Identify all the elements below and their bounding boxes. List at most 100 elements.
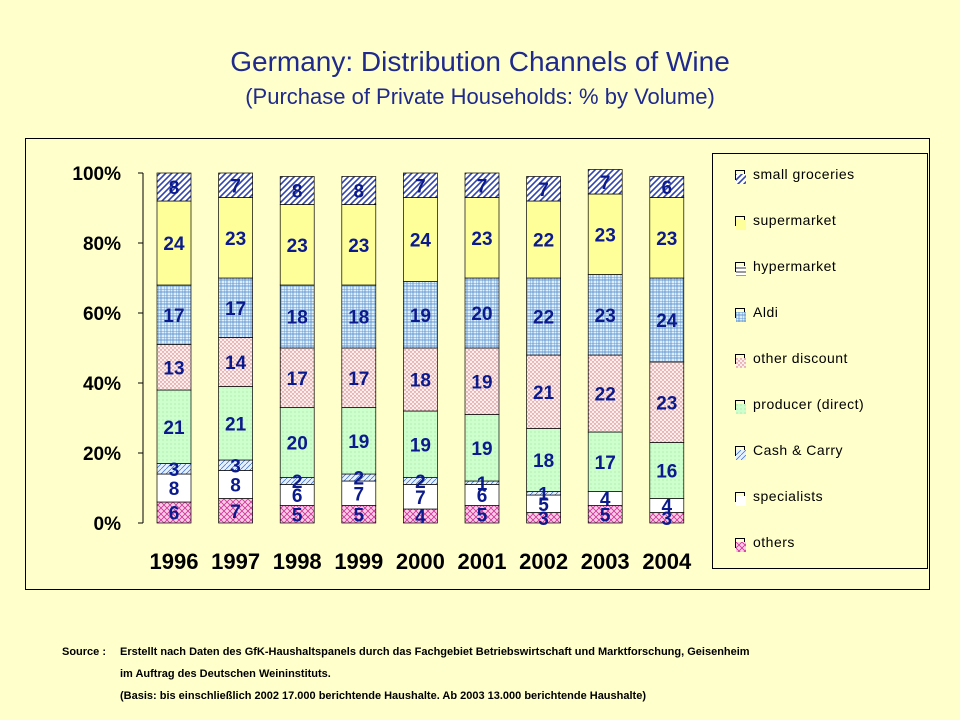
data-label: 8	[169, 178, 180, 199]
bar-segment-producer-direct	[649, 442, 685, 499]
data-label: 22	[595, 385, 616, 406]
bar-segment-aldi	[279, 284, 315, 349]
data-label: 6	[477, 486, 488, 507]
legend-swatch	[735, 308, 746, 322]
legend-item-others: others	[735, 534, 923, 554]
bar-segment-producer-direct	[403, 410, 438, 478]
data-label: 23	[595, 225, 616, 246]
bar-segment-small-groceries	[464, 172, 500, 198]
legend-swatch	[735, 216, 746, 230]
bar-segment-specialists	[156, 473, 192, 503]
data-label: 4	[415, 507, 426, 528]
bar-segment-supermarket	[649, 197, 685, 279]
data-label: 7	[230, 502, 241, 523]
data-label: 2	[354, 469, 365, 490]
bar-segment-specialists	[218, 470, 253, 499]
source-line-2: im Auftrag des Deutschen Weininstituts.	[120, 668, 331, 680]
data-label: 22	[533, 308, 554, 329]
bar-segment-small-groceries	[526, 176, 561, 202]
bar-segment-supermarket	[341, 204, 377, 286]
bar-segment-others	[218, 498, 253, 524]
x-tick-label: 1997	[211, 549, 260, 574]
bar-segment-other-discount	[403, 347, 438, 412]
data-label: 19	[471, 439, 492, 460]
bar-segment-supermarket	[403, 197, 438, 282]
data-label: 23	[471, 229, 492, 250]
data-label: 18	[287, 308, 308, 329]
data-label: 20	[287, 434, 308, 455]
legend-swatch	[735, 446, 746, 460]
data-label: 17	[163, 306, 184, 327]
x-tick-label: 1996	[150, 549, 199, 574]
chart-legend: small groceries	[712, 153, 928, 569]
data-label: 21	[163, 418, 185, 439]
data-label: 13	[163, 358, 184, 379]
data-label: 5	[477, 505, 488, 526]
legend-swatch	[735, 492, 746, 506]
legend-label: others	[753, 534, 795, 550]
bar-segment-other-discount	[156, 344, 192, 391]
data-label: 24	[410, 231, 432, 252]
legend-swatch	[735, 170, 746, 184]
bar-segment-aldi	[403, 281, 438, 349]
legend-item-specialists: specialists	[735, 488, 923, 508]
chart-frame: 0% 20% 40% 60% 80% 100% 1996 1997 1998 1999 2000 20…	[25, 138, 930, 590]
data-label: 21	[225, 414, 247, 435]
bar-segment-small-groceries	[649, 176, 685, 198]
data-label: 5	[600, 505, 611, 526]
bar-segment-other-discount	[341, 347, 377, 408]
bar-segment-other-discount	[218, 337, 253, 387]
bar-segment-producer-direct	[279, 407, 315, 478]
x-tick-label: 2001	[458, 549, 507, 574]
data-label: 23	[348, 236, 369, 257]
data-label: 1	[477, 474, 488, 495]
legend-label: Aldi	[753, 304, 779, 320]
data-label: 19	[348, 432, 369, 453]
source-text: Erstellt nach Daten des GfK-Haushaltspan…	[120, 641, 940, 707]
legend-item-hypermarket: hypermarket	[735, 258, 923, 278]
data-label: 23	[656, 229, 677, 250]
data-label: 5	[292, 505, 303, 526]
bar-segment-supermarket	[156, 200, 192, 286]
data-label: 5	[538, 495, 549, 516]
data-label: 17	[287, 369, 308, 390]
data-label: 17	[595, 453, 616, 474]
data-label: 23	[287, 236, 308, 257]
data-label: 3	[662, 509, 673, 530]
data-label: 5	[354, 505, 365, 526]
data-label: 8	[292, 182, 303, 203]
data-label: 23	[595, 306, 616, 327]
bar-segment-aldi	[587, 274, 623, 356]
x-tick-label: 2003	[581, 549, 630, 574]
y-tick-label: 0%	[94, 514, 122, 535]
bar-segment-small-groceries	[341, 176, 377, 205]
data-label: 3	[230, 456, 241, 477]
source-line-3: (Basis: bis einschließlich 2002 17.000 b…	[120, 690, 646, 702]
legend-label: specialists	[753, 488, 824, 504]
bar-segment-aldi	[464, 277, 500, 349]
legend-item-supermarket: supermarket	[735, 212, 923, 232]
bar-segment-producer-direct	[526, 428, 561, 492]
bar-segment-producer-direct	[464, 414, 500, 482]
source-label: Source :	[62, 646, 107, 658]
bar-segment-producer-direct	[218, 386, 253, 461]
data-label: 7	[415, 488, 426, 509]
chart-subtitle: (Purchase of Private Households: % by Vo…	[245, 84, 715, 109]
legend-label: other discount	[753, 350, 848, 366]
data-label: 17	[225, 299, 246, 320]
data-label: 8	[354, 182, 365, 203]
bar-segment-specialists	[403, 484, 438, 510]
legend-swatch	[735, 354, 746, 368]
legend-label: producer (direct)	[753, 396, 865, 412]
legend-item-producer-direct: producer (direct)	[735, 396, 923, 416]
bar-segment-supermarket	[464, 197, 500, 279]
stacked-bar-chart: 0% 20% 40% 60% 80% 100% 1996 1997 1998 1999 2000 20…	[72, 164, 692, 574]
bar-segment-other-discount	[649, 361, 685, 443]
bar-segment-small-groceries	[403, 172, 438, 198]
data-label: 23	[225, 229, 246, 250]
y-tick-label: 100%	[72, 164, 121, 185]
y-tick-label: 20%	[83, 444, 121, 465]
data-label: 24	[656, 311, 678, 332]
y-tick-label: 80%	[83, 234, 121, 255]
bar-segment-aldi	[218, 277, 253, 338]
